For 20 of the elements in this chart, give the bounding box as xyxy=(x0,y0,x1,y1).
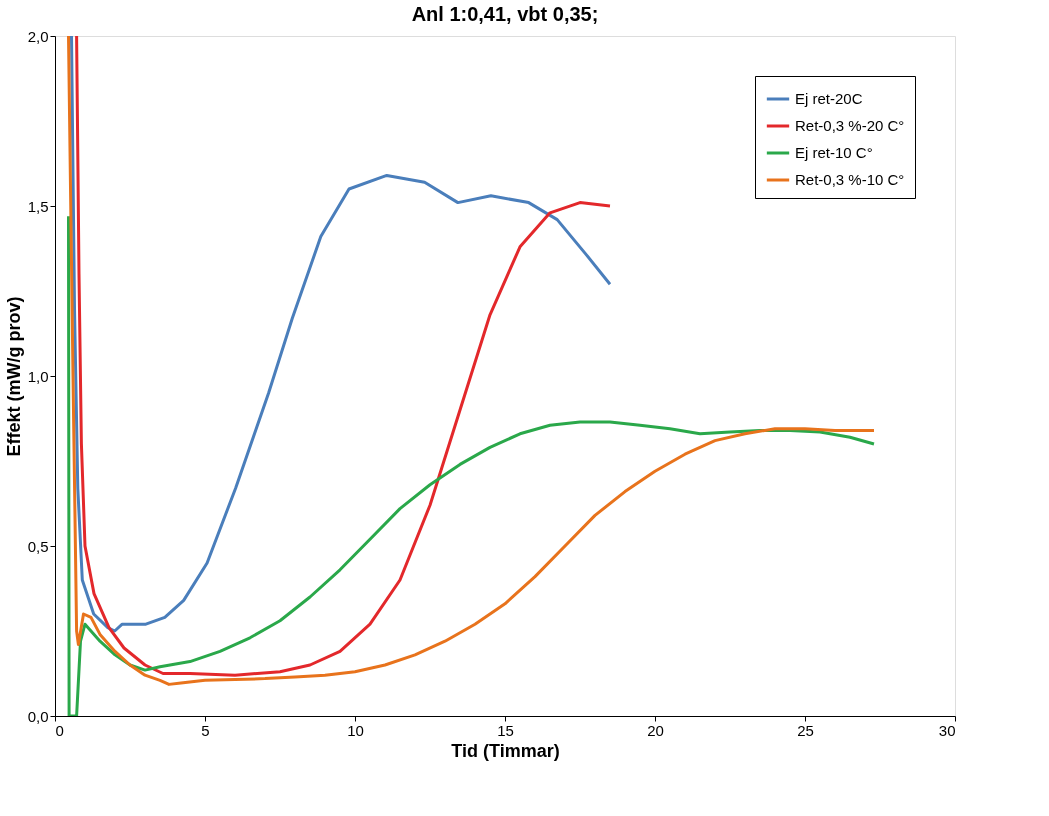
legend-label: Ej ret-20C xyxy=(795,90,863,107)
y-tick-label: 1,5 xyxy=(27,197,49,215)
x-tick-label: 30 xyxy=(938,721,956,739)
chart-title: Anl 1:0,41, vbt 0,35; xyxy=(411,3,599,25)
x-tick-label: 20 xyxy=(647,721,664,739)
x-tick-label: 5 xyxy=(201,721,210,739)
legend-label: Ret-0,3 %-10 C° xyxy=(795,171,905,188)
y-tick-label: 0,0 xyxy=(27,707,49,725)
y-axis-title: Effekt (mW/g prov) xyxy=(3,296,24,457)
y-tick-label: 2,0 xyxy=(27,27,49,45)
legend-label: Ej ret-10 C° xyxy=(795,144,873,161)
y-tick-label: 0,5 xyxy=(27,537,49,555)
legend-label: Ret-0,3 %-20 C° xyxy=(795,117,905,134)
line-series xyxy=(67,214,876,716)
x-axis-title: Tid (Timmar) xyxy=(451,740,560,761)
y-tick-label: 1,0 xyxy=(27,367,49,385)
x-tick-label: 10 xyxy=(347,721,364,739)
x-tick-label: 0 xyxy=(55,721,64,739)
x-tick-label: 15 xyxy=(497,721,514,739)
x-tick-label: 25 xyxy=(797,721,814,739)
